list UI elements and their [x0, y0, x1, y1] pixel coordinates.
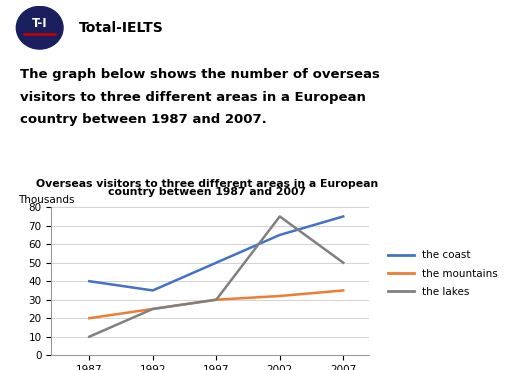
- Text: Total-IELTS: Total-IELTS: [79, 21, 164, 35]
- Text: The graph below shows the number of overseas: The graph below shows the number of over…: [20, 68, 380, 81]
- Text: T-I: T-I: [32, 17, 48, 30]
- Text: visitors to three different areas in a European: visitors to three different areas in a E…: [20, 91, 367, 104]
- Text: Overseas visitors to three different areas in a European: Overseas visitors to three different are…: [36, 179, 378, 189]
- Text: country between 1987 and 2007.: country between 1987 and 2007.: [20, 113, 267, 126]
- Text: country between 1987 and 2007: country between 1987 and 2007: [109, 187, 306, 197]
- Legend: the coast, the mountains, the lakes: the coast, the mountains, the lakes: [383, 246, 502, 301]
- Circle shape: [16, 6, 63, 49]
- Text: Thousands: Thousands: [18, 195, 74, 205]
